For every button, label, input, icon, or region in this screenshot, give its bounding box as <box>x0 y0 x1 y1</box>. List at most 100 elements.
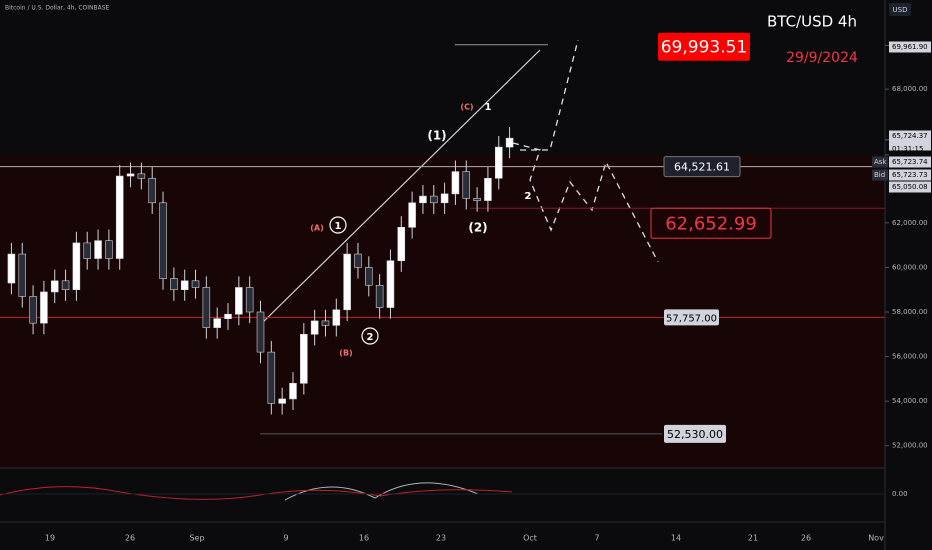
wave-label: 1 <box>335 221 342 232</box>
y-tick-label: 62,000.00 <box>892 219 928 227</box>
wave-label: (2) <box>468 221 487 235</box>
candle-body <box>365 267 373 286</box>
candle-body <box>61 280 70 291</box>
candle-body <box>7 253 16 284</box>
candle-body <box>213 318 221 328</box>
date-note: 29/9/2024 <box>786 50 858 66</box>
candle-body <box>321 320 330 326</box>
price-line-label: 64,521.61 <box>674 161 730 174</box>
projection-path <box>512 142 659 263</box>
wave-circle <box>361 327 379 345</box>
x-tick-label: 9 <box>283 534 288 543</box>
x-tick-label: 23 <box>436 534 446 543</box>
currency-box <box>889 3 911 16</box>
candle-body <box>235 287 243 315</box>
y-tick-label: 52,000.00 <box>892 442 928 450</box>
price-tag-box <box>889 181 931 193</box>
candle-body <box>29 296 37 324</box>
x-tick-label: 19 <box>45 534 55 543</box>
candle-body <box>50 280 59 293</box>
wave-circle <box>329 216 347 234</box>
wave-label: (A) <box>310 224 324 233</box>
candle-body <box>202 287 211 328</box>
symbol-header: Bitcoin / U.S. Dollar, 4h, COINBASE <box>5 5 110 12</box>
candle-body <box>191 280 200 288</box>
candle-body <box>386 260 395 308</box>
price-tag-note: Ask <box>874 158 887 166</box>
price-tag-box <box>889 169 931 181</box>
symbol-title: BTC/USD 4h <box>767 13 857 31</box>
price-tag-box <box>889 41 931 53</box>
candle-body <box>256 311 265 353</box>
candle-body <box>126 173 135 177</box>
trend-line <box>257 49 541 328</box>
candle-body <box>354 253 362 268</box>
candle-body <box>289 383 297 400</box>
wave-label: (B) <box>339 349 352 358</box>
candle-body <box>18 253 27 297</box>
price-tag-label: 65,724.37 <box>892 132 928 140</box>
candle-body <box>170 278 178 291</box>
candle-body <box>83 242 91 259</box>
zone-shade <box>0 155 885 468</box>
candle-body <box>451 171 460 195</box>
x-tick-label: 16 <box>359 534 369 543</box>
price-tag-label: 65,723.73 <box>892 171 928 179</box>
candle-body <box>473 198 481 201</box>
candle-body <box>245 287 254 313</box>
price-tag-label: 65,050.08 <box>892 183 928 191</box>
x-tick-label: Oct <box>523 534 537 543</box>
price-tag-note: Bid <box>874 171 885 179</box>
price-line-label: 57,757.00 <box>666 313 717 324</box>
candle-body <box>148 177 156 204</box>
candle-body <box>430 195 438 204</box>
price-line-box <box>664 424 726 443</box>
oscillator-line <box>0 486 513 500</box>
candle-body <box>300 333 308 384</box>
candle-body <box>484 177 492 201</box>
candle-body <box>419 195 427 204</box>
candle-body <box>310 320 319 335</box>
x-tick-label: 26 <box>125 534 135 543</box>
price-line-label: 52,530.00 <box>667 428 723 441</box>
price-tag-box <box>889 156 931 168</box>
price-tag-note-box <box>872 169 888 181</box>
price-tag-note-box <box>872 156 888 168</box>
x-tick-label: Nov <box>868 534 884 543</box>
price-tag-box <box>889 130 931 151</box>
candle-body <box>440 193 449 204</box>
candle-body <box>94 240 102 259</box>
candle-body <box>494 146 503 179</box>
candle-body <box>332 309 341 326</box>
osc-tick-label: 0.00 <box>892 490 908 498</box>
candle-body <box>40 291 48 324</box>
x-tick-label: 21 <box>748 534 758 543</box>
wave-label: 2 <box>367 332 374 343</box>
price-line-box <box>664 309 719 326</box>
candle-body <box>397 227 406 262</box>
y-tick-label: 58,000.00 <box>892 308 928 316</box>
price-tag-label: 69,961.90 <box>892 43 928 51</box>
wave-label: 1 <box>485 102 492 113</box>
x-tick-label: 26 <box>801 534 811 543</box>
y-tick-label: 68,000.00 <box>892 85 928 93</box>
candle-body <box>408 202 416 228</box>
candle-body <box>115 175 124 259</box>
candle-body <box>180 280 189 291</box>
candle-body <box>137 173 146 179</box>
candle-body <box>224 313 232 319</box>
price-line-box <box>650 207 772 239</box>
price-line-box <box>663 156 741 178</box>
candle-body <box>72 242 81 291</box>
currency: USD <box>893 6 908 14</box>
y-tick-label: 54,000.00 <box>892 397 928 405</box>
price-line-label: 69,993.51 <box>661 38 748 58</box>
candle-body <box>505 137 514 148</box>
candle-body <box>462 171 471 199</box>
y-tick-label: 60,000.00 <box>892 263 928 271</box>
candle-body <box>105 240 113 259</box>
candle-body <box>278 398 286 404</box>
wave-label: (1) <box>427 129 446 143</box>
candle-body <box>343 253 351 311</box>
